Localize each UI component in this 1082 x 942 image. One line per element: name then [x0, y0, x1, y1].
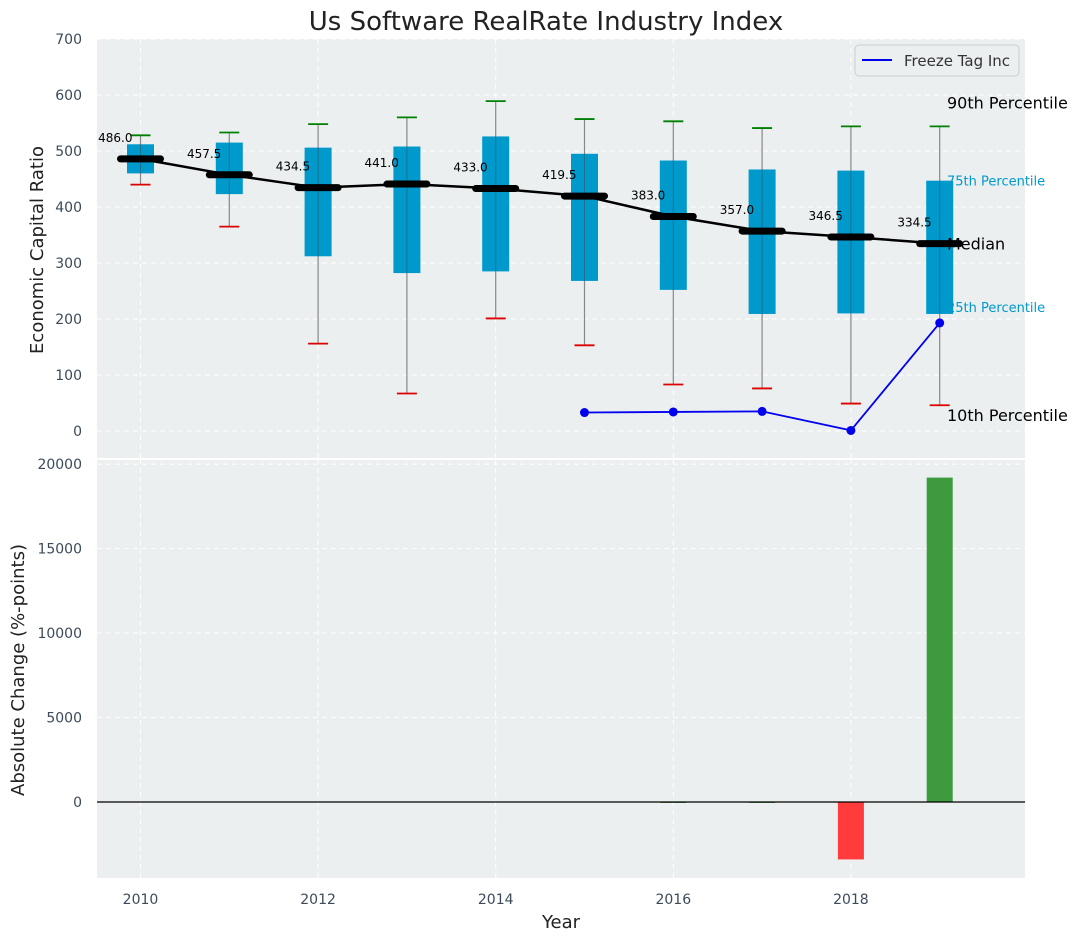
top-y-tick-label: 200: [55, 312, 82, 328]
series-point-freeze-tag: [757, 406, 767, 416]
legend-box: [854, 44, 1020, 77]
bottom-plot-background: [97, 459, 1025, 878]
x-axis-label: Year: [541, 912, 581, 933]
x-tick-label: 2018: [833, 892, 869, 908]
median-value-label: 433.0: [453, 161, 487, 175]
series-point-freeze-tag: [935, 318, 945, 328]
top-y-tick-label: 100: [55, 368, 82, 384]
p10-label: 10th Percentile: [947, 406, 1068, 425]
top-y-ticks: 0 100 200 300 400 500 600 700: [55, 32, 82, 440]
median-label: Median: [947, 235, 1005, 254]
bottom-y-tick-label: 10000: [37, 626, 82, 642]
median-value-label: 441.0: [365, 156, 399, 170]
median-value-label: 334.5: [897, 216, 931, 230]
x-tick-label: 2012: [300, 892, 336, 908]
x-ticks: 2010 2012 2014 2016 2018: [123, 892, 869, 908]
p75-label: 75th Percentile: [947, 175, 1045, 190]
top-y-tick-label: 500: [55, 144, 82, 160]
median-trend-line: [140, 157, 940, 245]
top-panel: 486.0 457.5 434.5 441.0 433.0 419.5 383.0 357.0…: [27, 7, 1068, 459]
series-point-freeze-tag: [846, 425, 856, 435]
legend: Freeze Tag Inc: [854, 44, 1020, 77]
median-value-label: 357.0: [720, 203, 754, 217]
median-value-label: 346.5: [809, 209, 843, 223]
change-bar: [926, 477, 953, 802]
series-point-freeze-tag: [580, 408, 589, 418]
bottom-y-ticks: 0 5000 10000 15000 20000: [37, 457, 82, 811]
x-tick-label: 2016: [655, 892, 691, 908]
bottom-y-tick-label: 0: [73, 795, 82, 811]
top-y-tick-label: 400: [55, 200, 82, 216]
bar-group: [660, 477, 953, 860]
bottom-y-tick-label: 5000: [46, 710, 82, 726]
median-value-label: 486.0: [98, 131, 132, 145]
top-y-tick-label: 600: [55, 88, 82, 104]
top-y-axis-label: Economic Capital Ratio: [27, 146, 48, 354]
median-value-label: 434.5: [276, 160, 310, 174]
series-group: [580, 318, 945, 435]
top-y-tick-label: 0: [73, 424, 82, 440]
legend-label-freeze-tag: Freeze Tag Inc: [904, 52, 1010, 70]
x-tick-label: 2014: [478, 892, 514, 908]
median-value-label: 457.5: [187, 147, 221, 161]
bottom-y-tick-label: 20000: [37, 457, 82, 473]
p90-label: 90th Percentile: [947, 93, 1068, 112]
median-value-label: 419.5: [542, 168, 576, 182]
x-tick-label: 2010: [123, 892, 159, 908]
top-plot-background: [97, 39, 1025, 459]
median-line-group: [140, 157, 940, 245]
change-bar: [837, 801, 864, 860]
p25-label: 25th Percentile: [947, 301, 1045, 316]
chart-title: Us Software RealRate Industry Index: [309, 7, 783, 37]
series-point-freeze-tag: [668, 407, 678, 417]
bottom-y-tick-label: 15000: [37, 542, 82, 558]
median-value-label: 383.0: [631, 189, 665, 203]
bottom-y-axis-label: Absolute Change (%-points): [8, 544, 29, 796]
top-y-tick-label: 300: [55, 256, 82, 272]
percentile-labels: 90th Percentile 75th Percentile Median 25th…: [947, 93, 1068, 425]
top-y-tick-label: 700: [55, 32, 82, 48]
